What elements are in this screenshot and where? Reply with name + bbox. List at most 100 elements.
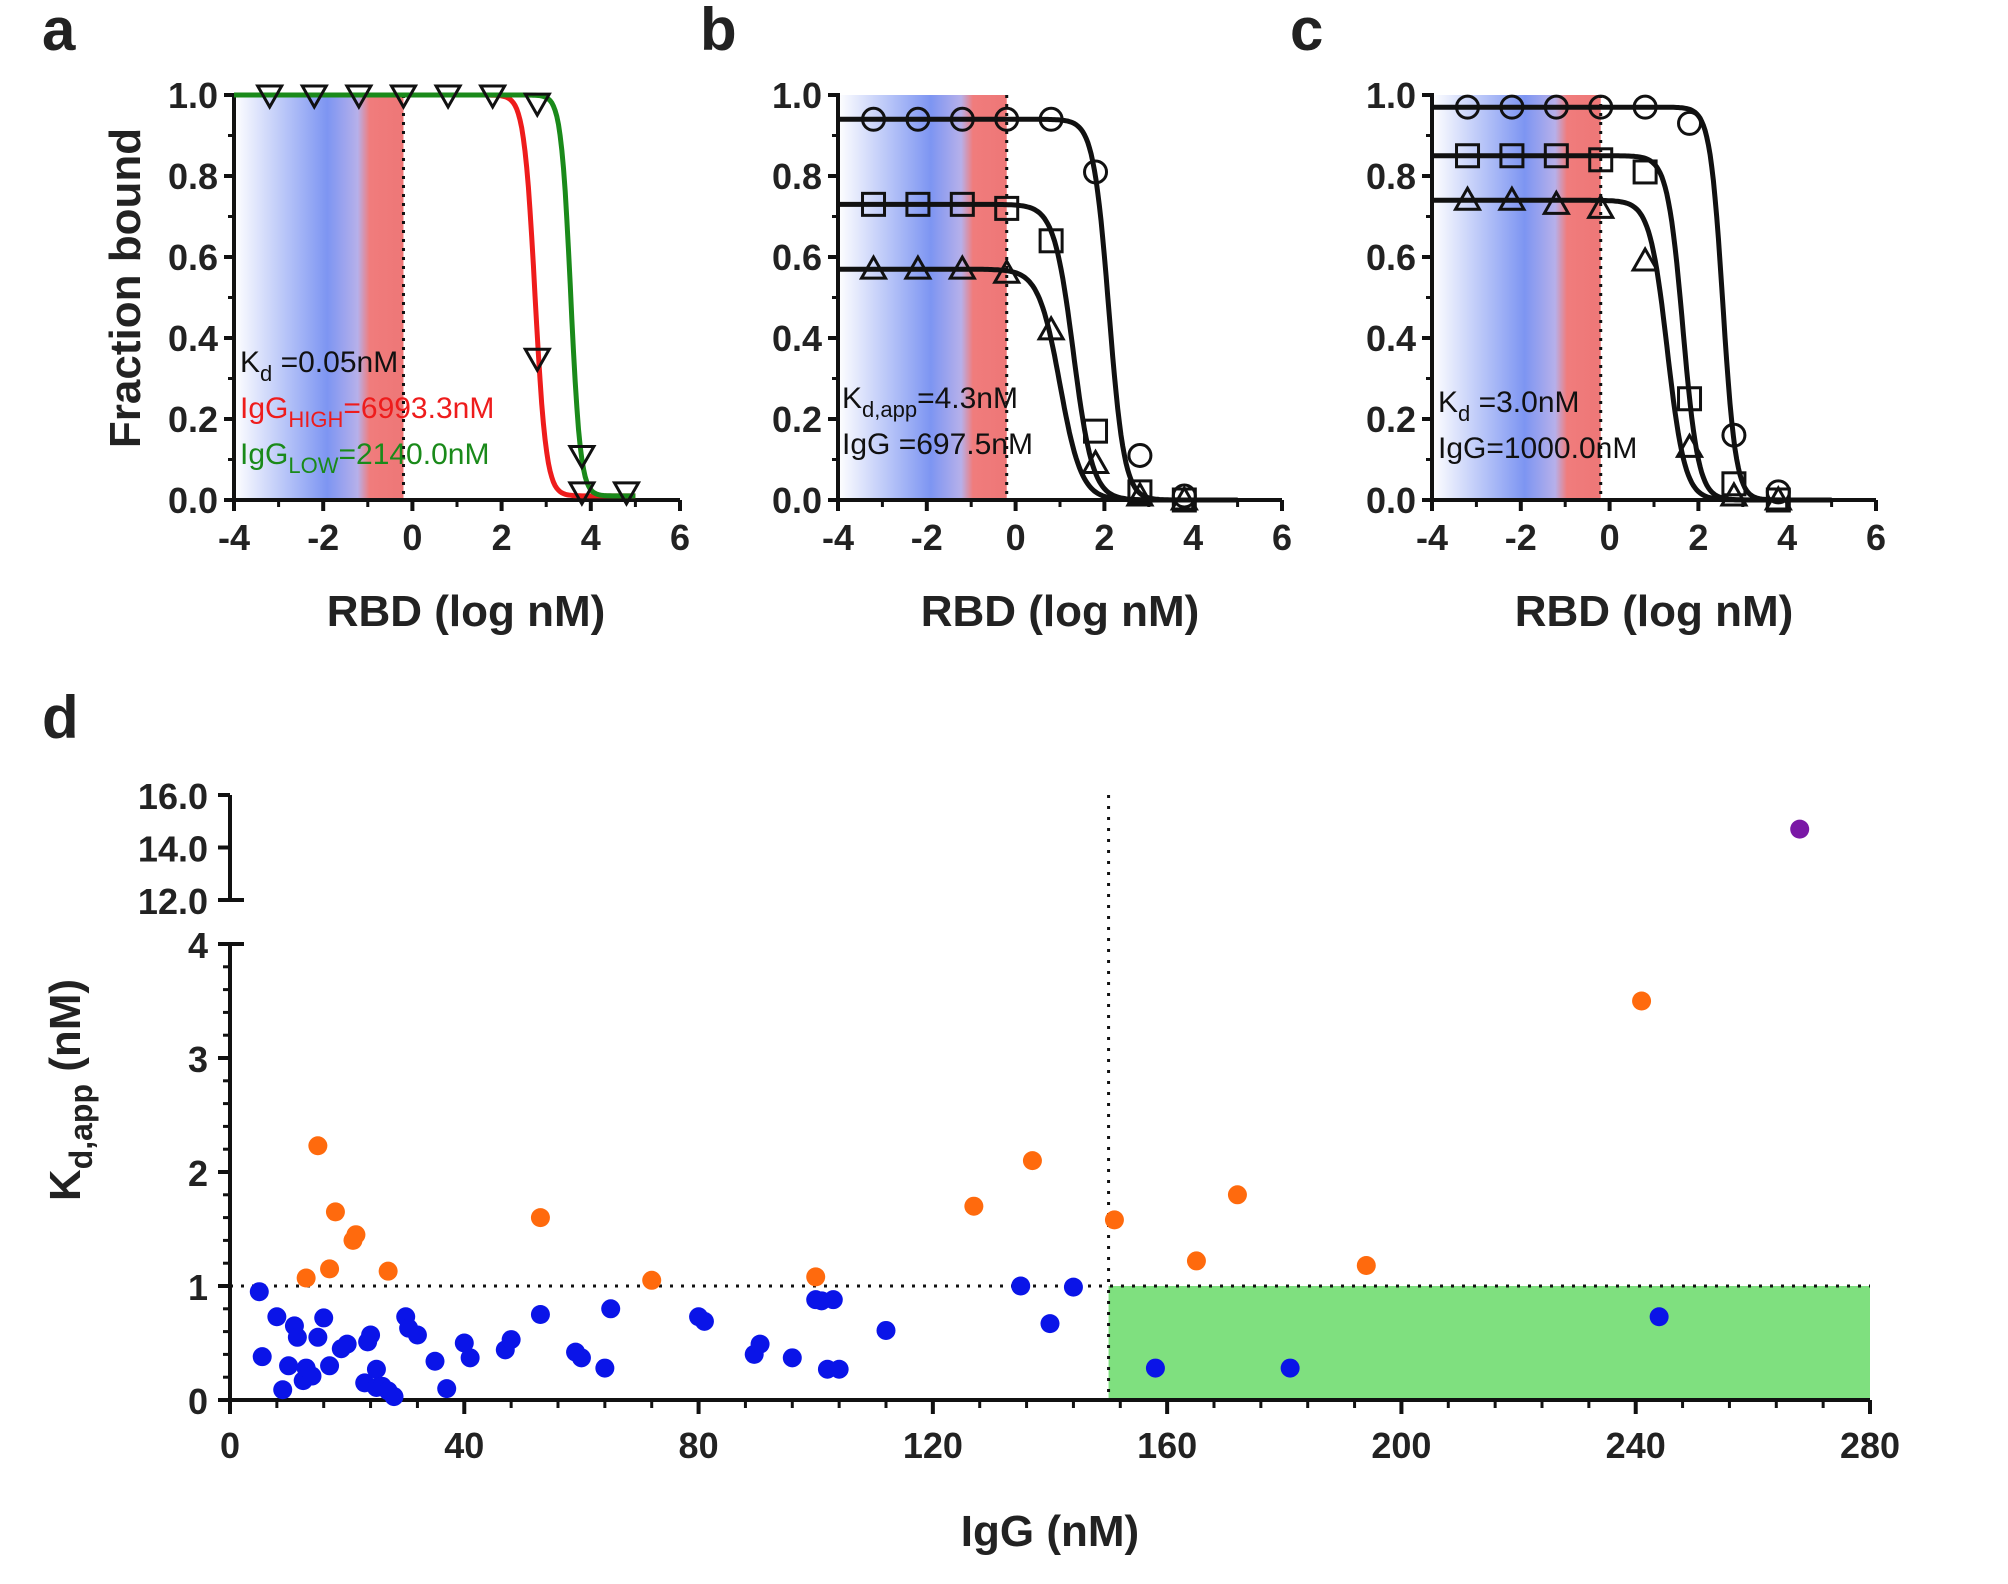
- panel-a-point-triangle-down: [522, 347, 552, 374]
- panel-a-ylabel: Fraction bound: [101, 128, 150, 448]
- panel-d-xtick-label: 120: [903, 1425, 963, 1466]
- panel-b-xtick-label: 4: [1183, 517, 1203, 558]
- panel-a-annotation-sub: HIGH: [288, 407, 343, 432]
- panel-d-point-orange: [530, 1208, 550, 1228]
- panel-d-point-blue: [279, 1356, 299, 1376]
- panel-a-annotation-1: IgGHIGH=6993.3nM: [240, 392, 494, 432]
- panel-a-ytick-label: 0.4: [168, 318, 218, 359]
- panel-d-ytick-label: 3: [188, 1039, 208, 1080]
- panel-b-point-square: [1127, 479, 1153, 505]
- panel-label-d: d: [42, 684, 79, 751]
- panel-d-point-orange: [1104, 1210, 1124, 1230]
- panel-d-point-blue: [249, 1282, 269, 1302]
- panel-d-point-blue: [252, 1347, 272, 1367]
- panel-a-xtick-label: 4: [581, 517, 601, 558]
- panel-d-point-blue: [1145, 1358, 1165, 1378]
- panel-b-point-circle: [994, 106, 1020, 132]
- panel-d-point-blue: [366, 1359, 386, 1379]
- panel-d-point-orange: [1632, 991, 1652, 1011]
- panel-a-annotation-rest: =2140.0nM: [338, 438, 489, 471]
- panel-d-xtick-label: 0: [220, 1425, 240, 1466]
- panel-a-point-triangle-down: [522, 92, 552, 119]
- panel-d-point-blue: [750, 1334, 770, 1354]
- panel-c-xtick-label: 4: [1777, 517, 1797, 558]
- panel-d-point-orange: [642, 1270, 662, 1290]
- panel-b-annotation-rest: =4.3nM: [917, 382, 1018, 415]
- panel-c-point-square: [1543, 143, 1569, 169]
- panel-b-point-square: [949, 191, 975, 217]
- panel-b-point-triangle: [947, 254, 977, 280]
- panel-d-xlabel: IgG (nM): [961, 1507, 1139, 1556]
- panel-c-annotation-base: IgG=1000.0nM: [1438, 432, 1637, 465]
- panel-d-xtick-label: 160: [1137, 1425, 1197, 1466]
- panel-a-ytick-label: 1.0: [168, 75, 218, 116]
- panel-b-ytick-label: 0.4: [772, 318, 822, 359]
- panel-c-xtick-label: 0: [1600, 517, 1620, 558]
- panel-c-ytick-label: 0.6: [1366, 237, 1416, 278]
- panel-a-annotation-base: IgG: [240, 438, 288, 471]
- panel-d-point-blue: [384, 1387, 404, 1407]
- panel-b-annotation-rest: =697.5nM: [890, 428, 1033, 461]
- panel-d-point-blue: [361, 1325, 381, 1345]
- panel-c-annotation-rest: =3.0nM: [1470, 386, 1579, 419]
- panel-d-point-orange: [308, 1136, 328, 1156]
- panel-c-shaded-region: [1432, 95, 1601, 500]
- panel-b-xtick-label: 0: [1006, 517, 1026, 558]
- panel-a-xtick-label: 2: [492, 517, 512, 558]
- panel-d-point-blue: [782, 1348, 802, 1368]
- panel-b-point-triangle: [903, 254, 933, 280]
- panel-a-xtick-label: -4: [218, 517, 250, 558]
- panel-b-point-circle: [1038, 106, 1064, 132]
- panel-d-ytick-label-upper: 14.0: [138, 829, 208, 870]
- panel-c-point-triangle: [1674, 432, 1705, 458]
- panel-b-point-triangle: [858, 254, 889, 280]
- panel-a-fit-curve-1: [234, 92, 636, 499]
- panel-b-ytick-label: 0.2: [772, 399, 822, 440]
- panel-b-annotation-base: IgG: [842, 428, 890, 461]
- panel-b-point-square: [994, 195, 1020, 221]
- panel-c-chart: 0.0 0.2 0.4 0.6 0.8 1.0 -4 -2 0 2 4 6 Kd =3.0nM IgG=1…: [1366, 75, 1886, 558]
- panel-b-point-circle: [1083, 159, 1109, 185]
- panel-b-ytick-label: 0.8: [772, 156, 822, 197]
- panel-d-point-orange: [1186, 1251, 1206, 1271]
- panel-c-point-circle: [1543, 94, 1569, 120]
- panel-d-chart: 0 1 2 3 412.0 14.0 16.0 0 40 80 120 160 200 240 280: [138, 776, 1900, 1466]
- panel-c-point-circle: [1632, 94, 1658, 120]
- panel-d-ylabel-sub: d,app: [63, 1084, 99, 1169]
- panel-d-point-blue: [694, 1311, 714, 1331]
- panel-d-point-purple: [1790, 819, 1810, 839]
- panel-a-ytick-label: 0.2: [168, 399, 218, 440]
- panel-d-point-orange: [1227, 1185, 1247, 1205]
- panel-c-xtick-label: -4: [1416, 517, 1448, 558]
- panel-d-ylabel-rest: (nM): [41, 979, 90, 1084]
- panel-b-shaded-region: [838, 95, 1007, 500]
- panel-a-annotation-base: IgG: [240, 392, 288, 425]
- panel-d-ylabel: Kd,app (nM): [41, 979, 99, 1201]
- panel-a-shaded-region: [234, 95, 404, 500]
- panel-a-annotation-rest: =0.05nM: [272, 346, 398, 379]
- panel-b-annotation-1: IgG =697.5nM: [842, 428, 1033, 461]
- panel-d-point-orange: [806, 1267, 826, 1287]
- panel-c-xtick-label: 6: [1866, 517, 1886, 558]
- panel-d-point-blue: [267, 1307, 287, 1327]
- panel-c-ytick-label: 0.2: [1366, 399, 1416, 440]
- panel-b-point-triangle: [1036, 314, 1066, 341]
- panel-d-point-orange: [964, 1196, 984, 1216]
- panel-d-point-blue: [407, 1325, 427, 1345]
- panel-c-annotation-1: IgG=1000.0nM: [1438, 432, 1637, 465]
- panel-b-point-square: [1083, 418, 1109, 444]
- panel-b-chart: 0.0 0.2 0.4 0.6 0.8 1.0 -4 -2 0 2 4 6 Kd,app=4.3nM Ig…: [772, 75, 1292, 558]
- panel-c-annotation-0: Kd =3.0nM: [1438, 386, 1580, 426]
- panel-c-point-triangle: [1452, 185, 1483, 211]
- panel-a-point-triangle-down: [567, 481, 597, 507]
- panel-d-point-orange: [325, 1202, 345, 1222]
- panel-a-xlabel: RBD (log nM): [327, 587, 606, 636]
- panel-a-point-triangle-down: [433, 84, 463, 111]
- panel-d-point-orange: [1022, 1151, 1042, 1171]
- panel-d-green-region: [1108, 1286, 1870, 1400]
- panel-c-point-square: [1677, 386, 1703, 412]
- panel-c-point-square: [1499, 143, 1525, 169]
- panel-c-point-square: [1721, 471, 1747, 497]
- panel-c-point-triangle: [1541, 189, 1571, 215]
- panel-b-point-circle: [949, 106, 975, 132]
